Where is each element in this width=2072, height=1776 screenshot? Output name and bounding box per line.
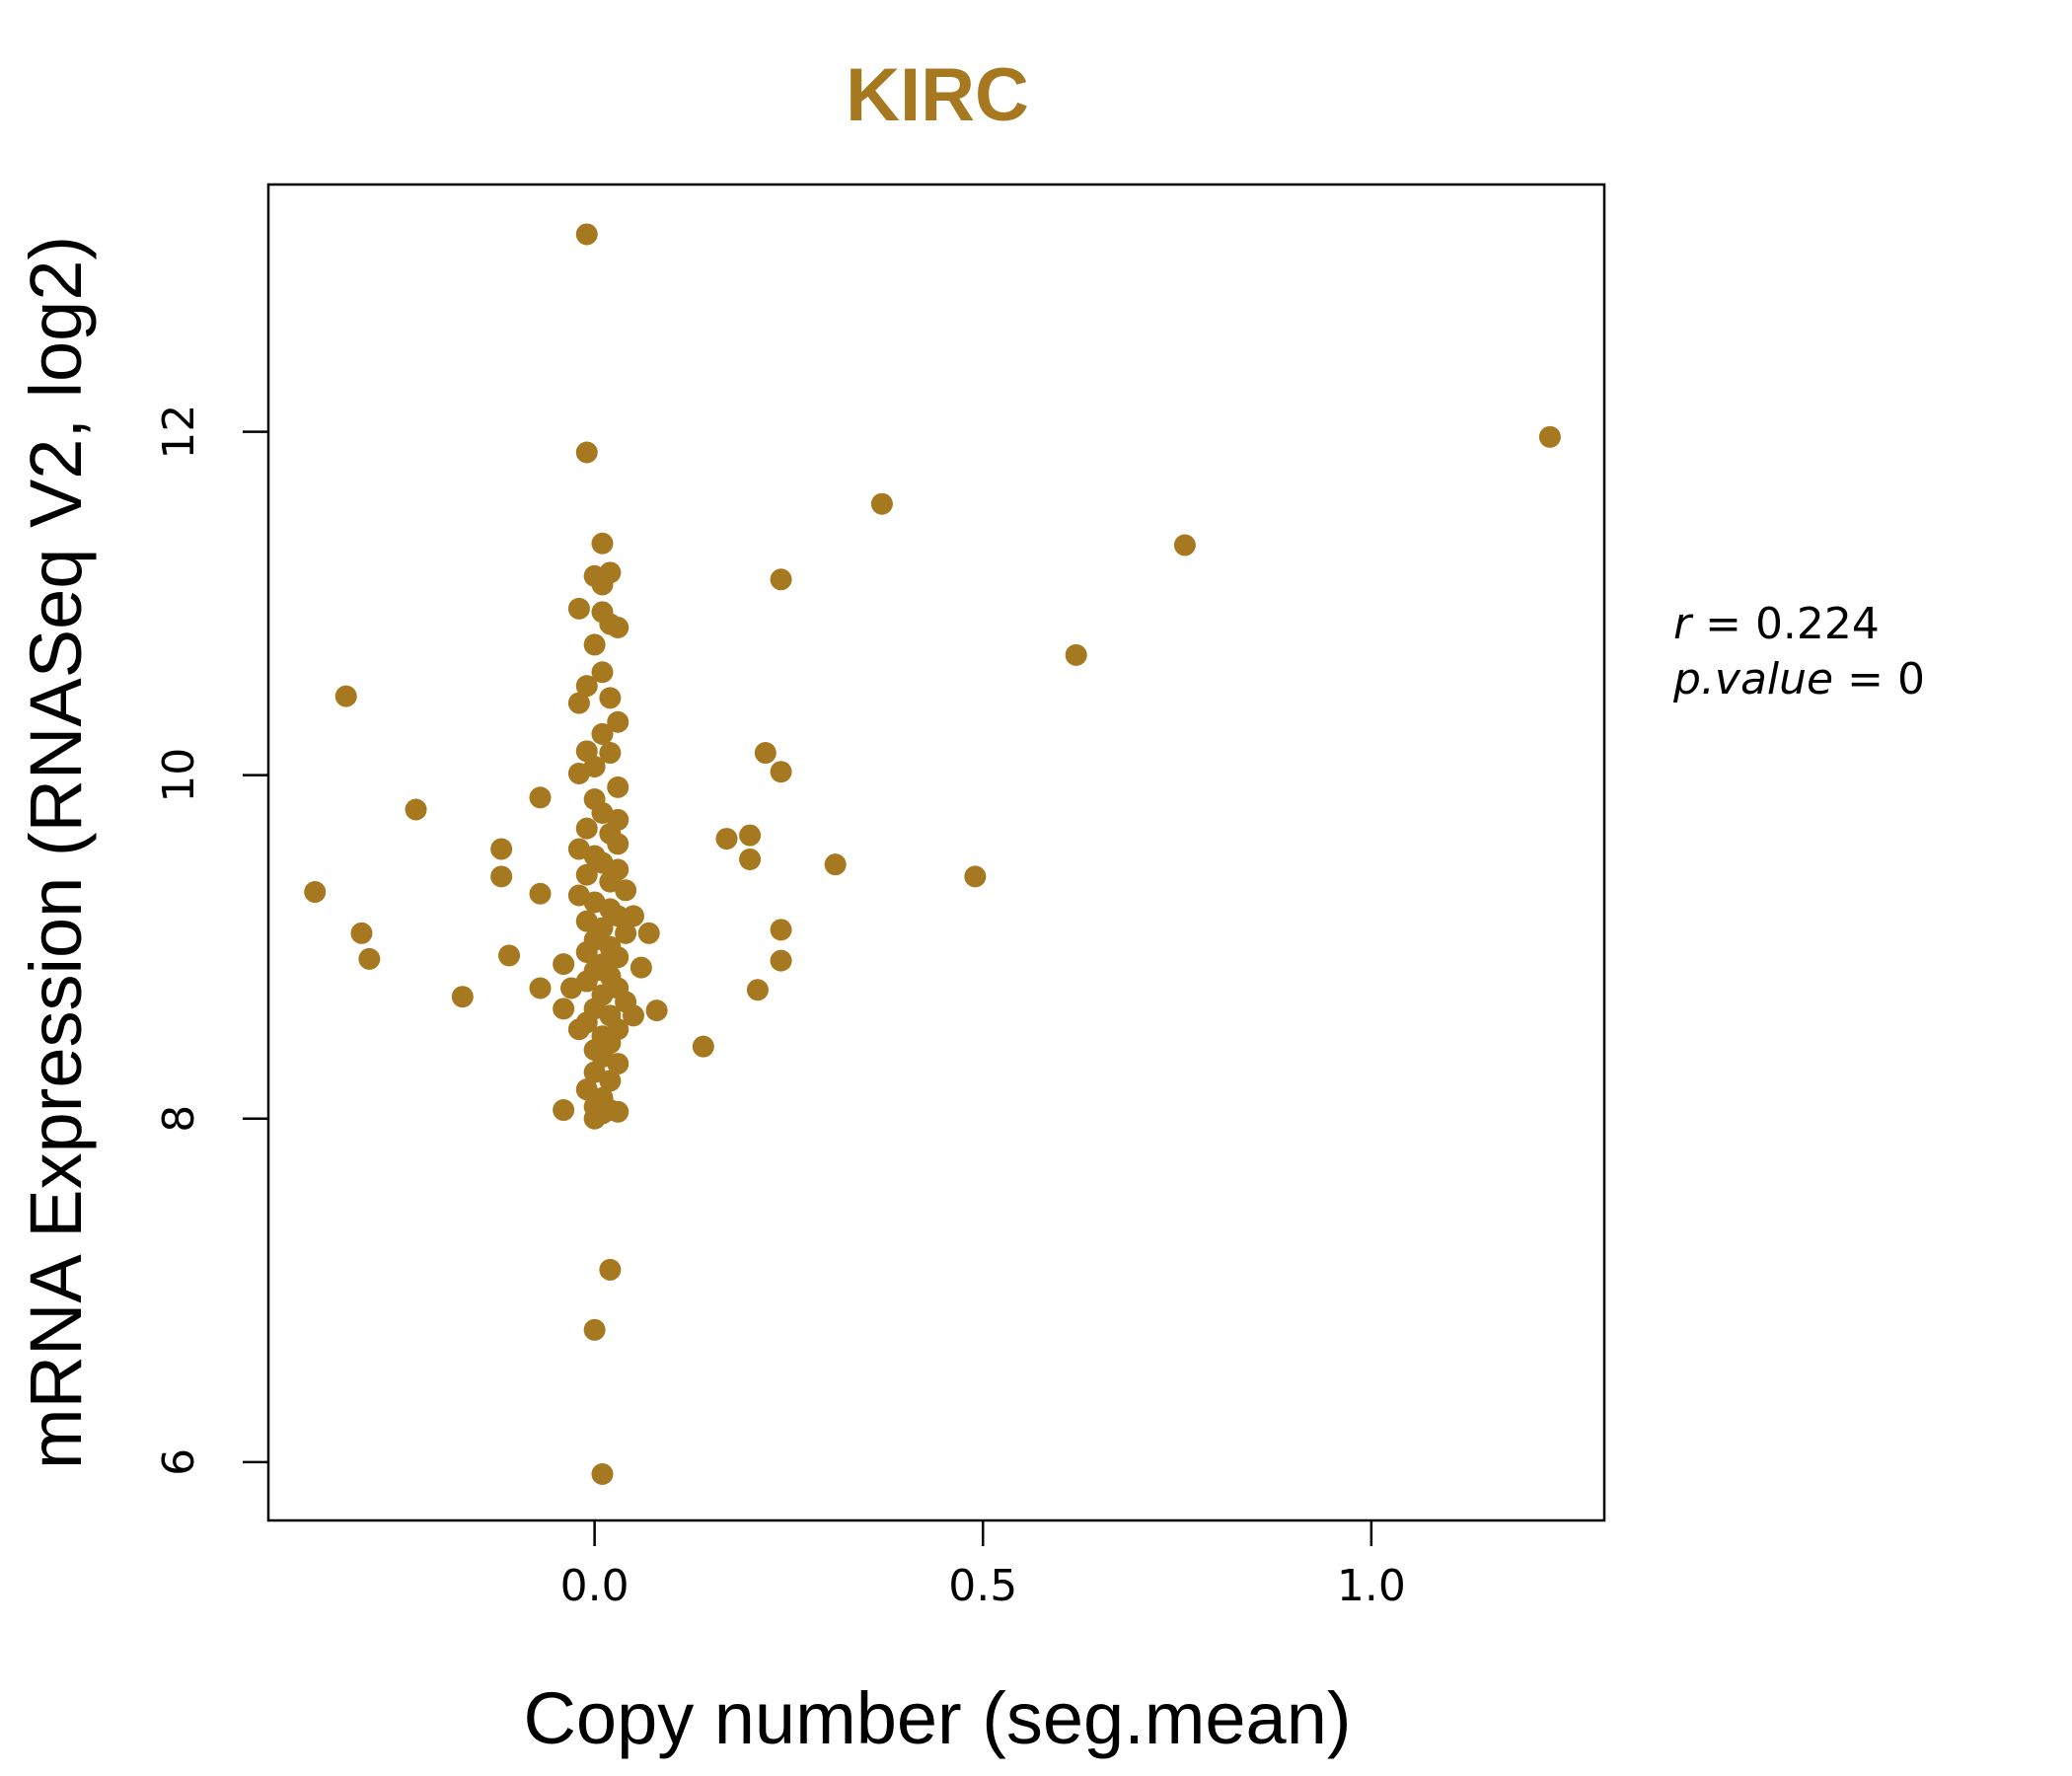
data-point-11 bbox=[715, 828, 738, 851]
data-point-26 bbox=[358, 947, 381, 970]
x-tick-label-0: 0.0 bbox=[560, 1561, 629, 1611]
data-point-93 bbox=[575, 1011, 598, 1034]
data-point-63 bbox=[575, 817, 598, 840]
data-point-10 bbox=[964, 865, 987, 888]
data-point-48 bbox=[583, 633, 606, 656]
data-point-14 bbox=[770, 919, 792, 941]
data-point-15 bbox=[770, 949, 792, 972]
data-point-13 bbox=[739, 848, 762, 870]
data-point-51 bbox=[599, 687, 622, 709]
y-tick-label-1: 8 bbox=[154, 1105, 204, 1133]
correlation-stats: r = 0.224 p.value = 0 bbox=[1672, 599, 1925, 704]
data-point-16 bbox=[746, 979, 769, 1001]
data-point-109 bbox=[599, 1258, 622, 1281]
y-axis: 6 8 10 12 bbox=[154, 405, 268, 1476]
data-point-101 bbox=[599, 1070, 622, 1092]
chart-title: KIRC bbox=[846, 53, 1029, 137]
data-point-76 bbox=[607, 905, 629, 927]
data-point-54 bbox=[591, 722, 614, 745]
data-point-111 bbox=[591, 1463, 614, 1486]
data-point-18 bbox=[637, 922, 660, 944]
data-point-72 bbox=[615, 879, 637, 902]
data-point-33 bbox=[529, 882, 552, 905]
p-stat: p.value = 0 bbox=[1672, 654, 1925, 704]
data-point-40 bbox=[591, 532, 614, 555]
r-equals: = bbox=[1691, 599, 1755, 649]
p-label: p.value bbox=[1672, 654, 1833, 704]
data-point-82 bbox=[575, 940, 598, 963]
data-point-25 bbox=[350, 922, 373, 944]
p-value: 0 bbox=[1897, 654, 1925, 704]
data-point-28 bbox=[451, 986, 474, 1008]
r-value: 0.224 bbox=[1755, 599, 1880, 649]
data-point-52 bbox=[567, 692, 590, 714]
data-point-87 bbox=[575, 970, 598, 993]
data-point-65 bbox=[607, 833, 629, 855]
data-point-59 bbox=[607, 776, 629, 798]
data-point-47 bbox=[607, 617, 629, 639]
y-axis-title: mRNA Expression (RNASeq V2, log2) bbox=[15, 236, 97, 1469]
data-point-99 bbox=[607, 1053, 629, 1075]
x-axis: 0.0 0.5 1.0 bbox=[560, 1520, 1406, 1611]
data-point-90 bbox=[615, 991, 637, 1013]
data-point-36 bbox=[553, 953, 575, 976]
y-tick-label-2: 10 bbox=[154, 748, 204, 803]
data-point-21 bbox=[622, 905, 644, 927]
r-label: r bbox=[1673, 599, 1694, 649]
y-tick-label-3: 12 bbox=[154, 405, 204, 460]
p-equals: = bbox=[1833, 654, 1897, 704]
data-point-35 bbox=[553, 1099, 575, 1122]
data-point-19 bbox=[645, 999, 668, 1022]
data-point-79 bbox=[615, 922, 637, 944]
data-point-70 bbox=[575, 863, 598, 886]
data-point-17 bbox=[692, 1035, 714, 1058]
r-stat: r = 0.224 bbox=[1673, 599, 1880, 649]
data-point-7 bbox=[754, 742, 777, 765]
data-point-27 bbox=[405, 798, 427, 821]
data-point-30 bbox=[490, 865, 513, 888]
data-point-23 bbox=[304, 881, 327, 904]
data-point-31 bbox=[498, 944, 521, 967]
data-point-49 bbox=[591, 661, 614, 684]
data-point-20 bbox=[629, 956, 652, 979]
x-tick-label-2: 1.0 bbox=[1337, 1561, 1406, 1611]
plot-frame bbox=[266, 183, 1606, 1522]
data-point-29 bbox=[490, 838, 513, 860]
data-point-34 bbox=[529, 977, 552, 999]
x-tick-label-1: 0.5 bbox=[948, 1561, 1017, 1611]
data-point-32 bbox=[529, 786, 552, 809]
data-point-43 bbox=[591, 573, 614, 596]
data-point-37 bbox=[553, 998, 575, 1020]
data-point-24 bbox=[334, 685, 357, 707]
data-point-9 bbox=[824, 853, 847, 876]
data-point-8 bbox=[770, 761, 792, 783]
x-axis-title: Copy number (seg.mean) bbox=[523, 1677, 1351, 1759]
data-point-4 bbox=[1173, 534, 1196, 556]
data-point-0 bbox=[575, 223, 598, 246]
data-point-55 bbox=[599, 742, 622, 765]
data-point-53 bbox=[607, 710, 629, 733]
data-point-108 bbox=[607, 1100, 629, 1123]
data-point-2 bbox=[1538, 425, 1561, 448]
data-point-50 bbox=[575, 675, 598, 698]
data-point-1 bbox=[575, 441, 598, 464]
data-point-110 bbox=[583, 1318, 606, 1341]
y-tick-label-0: 6 bbox=[154, 1448, 204, 1476]
data-point-6 bbox=[1065, 643, 1087, 666]
data-point-3 bbox=[870, 492, 893, 515]
data-point-12 bbox=[739, 824, 762, 847]
data-point-44 bbox=[567, 597, 590, 620]
data-point-107 bbox=[583, 1107, 606, 1130]
data-point-5 bbox=[770, 568, 792, 591]
data-points bbox=[304, 223, 1561, 1486]
data-point-58 bbox=[567, 762, 590, 784]
